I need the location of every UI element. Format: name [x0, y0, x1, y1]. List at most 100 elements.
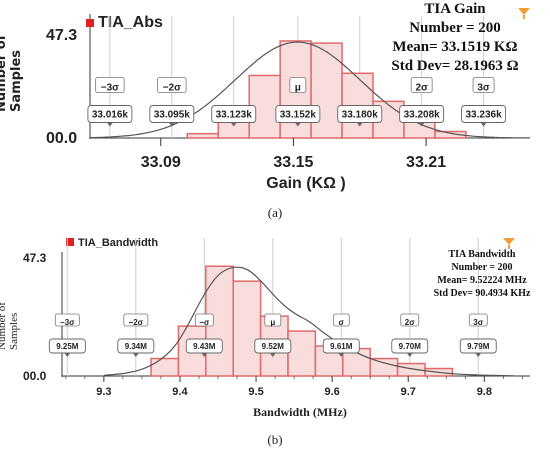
fit-curve	[90, 41, 530, 139]
histogram-bar	[310, 42, 343, 139]
caption-a: (a)	[268, 205, 282, 220]
sigma-labels: −3σ 33.016k −2σ 33.095k 33.123k μ 33.152k 33.18…	[87, 77, 507, 127]
y-tick-label-max: 47.3	[23, 251, 47, 265]
value-tag-label: 9.34M	[125, 342, 148, 351]
value-tag-label: 33.152k	[280, 110, 317, 121]
value-tag-pointer	[201, 353, 208, 357]
sigma-tag-label: μ	[295, 83, 301, 94]
sigma-tag-box	[472, 77, 495, 93]
x-tick-label: 33.09	[141, 154, 181, 171]
value-tag-pointer	[64, 353, 71, 357]
sigma-tag-label: −σ	[199, 318, 210, 327]
value-tag-pointer	[168, 122, 175, 127]
histogram-bar	[232, 280, 262, 377]
value-tag-label: 33.236k	[465, 110, 502, 121]
sigma-tag-box	[157, 77, 187, 93]
histogram-bar	[186, 132, 219, 139]
x-tick-label: 9.8	[477, 386, 492, 398]
value-tag-label: 9.43M	[193, 342, 216, 351]
sigma-labels: −3σ 9.25M −2σ 9.34M −σ 9.43M μ 9.52M σ 9.61M 2σ 9.7…	[48, 313, 497, 357]
value-tag-pointer	[106, 122, 113, 127]
histogram-bar	[150, 357, 180, 377]
value-tag-label: 9.52M	[262, 342, 285, 351]
x-tick-label: 33.21	[406, 154, 446, 171]
normal-fit-curve	[103, 266, 515, 377]
value-tag-pointer	[132, 353, 139, 357]
sigma-tag-box	[54, 313, 80, 327]
value-tag-label: 33.016k	[92, 110, 129, 121]
value-tag-label: 33.123k	[216, 110, 253, 121]
sigma-tag-label: 2σ	[415, 83, 428, 94]
legend-swatch	[66, 238, 74, 246]
gain-histogram-panel: TIA_Abs Number of Samples 47.3 00.0 −3σ 3…	[0, 1, 530, 220]
y-tick-label-min: 00.0	[23, 369, 47, 383]
sigma-tag-box	[400, 313, 420, 327]
histogram-bar	[369, 357, 399, 377]
y-tick-label-min: 00.0	[46, 130, 77, 147]
x-axis-label: Gain (KΩ )	[266, 175, 346, 192]
value-tag-label: 33.095k	[154, 110, 191, 121]
stats-std-dev: Std Dev= 90.4934 KHz	[434, 288, 531, 299]
value-tag-pointer	[338, 353, 345, 357]
stats-mean: Mean= 33.1519 KΩ	[392, 39, 517, 55]
y-tick-label-max: 47.3	[46, 27, 77, 44]
x-tick-label: 9.6	[324, 386, 339, 398]
histogram-bar	[287, 330, 317, 377]
value-tag-pointer	[356, 122, 363, 127]
sigma-tag-label: 3σ	[477, 83, 490, 94]
sigma-tag-box	[264, 313, 282, 327]
value-tag-pointer	[480, 122, 487, 127]
x-tick-label: 9.5	[248, 386, 263, 398]
value-tag-label: 9.25M	[56, 342, 79, 351]
sigma-tag-label: −3σ	[60, 318, 75, 327]
value-tag-pointer	[406, 353, 413, 357]
value-tag-label: 9.79M	[467, 342, 490, 351]
caption-b: (b)	[267, 432, 282, 447]
stats-title: TIA Bandwidth	[449, 249, 516, 260]
sigma-tag-box	[289, 77, 307, 93]
x-tick-label: 33.15	[273, 154, 313, 171]
x-tick-label: 9.4	[172, 386, 188, 398]
value-tag-label: 9.70M	[399, 342, 422, 351]
filter-icon[interactable]	[518, 8, 530, 15]
value-tag-label: 33.180k	[342, 110, 379, 121]
x-ticks: 9.3 9.4 9.5 9.6 9.7 9.8	[65, 376, 523, 398]
sigma-tag-box	[194, 313, 214, 327]
y-axis-label-line2: Samples	[8, 313, 20, 350]
histogram-bar	[434, 130, 467, 139]
stats-count: Number = 200	[451, 262, 512, 273]
sigma-tag-box	[468, 313, 488, 327]
y-axis-label-line1: Number of	[0, 34, 9, 112]
fit-curve	[103, 266, 515, 377]
value-tag-pointer	[418, 122, 425, 127]
value-tag-pointer	[269, 353, 276, 357]
normal-fit-curve	[90, 41, 530, 139]
y-axis-label-line2: Samples	[9, 50, 24, 112]
stats-box: TIA Gain Number = 200 Mean= 33.1519 KΩ S…	[391, 1, 518, 74]
sigma-tag-box	[95, 77, 125, 93]
sigma-tag-box	[410, 77, 433, 93]
x-ticks: 33.09 33.15 33.21	[141, 138, 446, 171]
value-tag-label: 9.61M	[330, 342, 353, 351]
sigma-tag-box	[123, 313, 149, 327]
stats-std-dev: Std Dev= 28.1963 Ω	[391, 58, 518, 74]
sigma-tag-box	[332, 313, 350, 327]
x-axis-label: Bandwidth (MHz)	[253, 405, 347, 419]
y-axis-label-line1: Number of	[0, 302, 8, 350]
legend-swatch	[86, 19, 94, 27]
legend-title: TIA_Bandwidth	[78, 237, 158, 249]
sigma-tag-label: −2σ	[163, 83, 181, 94]
value-tag-pointer	[475, 353, 482, 357]
stats-box: TIA Bandwidth Number = 200 Mean= 9.52224…	[434, 249, 531, 299]
sigma-tag-label: 3σ	[473, 318, 483, 327]
stats-title: TIA Gain	[424, 1, 486, 17]
value-tag-pointer	[230, 122, 237, 127]
sigma-tag-label: 2σ	[405, 318, 415, 327]
bandwidth-histogram-panel: TIA_Bandwidth Number of Samples 47.3 00.…	[0, 237, 531, 447]
sigma-tag-label: −2σ	[129, 318, 144, 327]
x-tick-label: 9.7	[401, 386, 416, 398]
sigma-tag-label: μ	[270, 318, 275, 327]
filter-icon[interactable]	[503, 238, 515, 245]
stats-count: Number = 200	[409, 20, 501, 36]
